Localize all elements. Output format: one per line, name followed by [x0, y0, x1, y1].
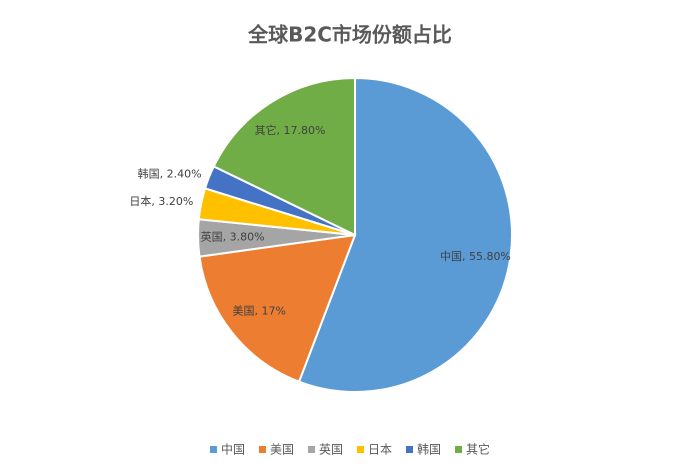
legend-label: 英国: [319, 443, 343, 457]
legend: 中国 美国 英国 日本 韩国 其它: [209, 442, 490, 457]
data-label: 英国, 3.80%: [201, 229, 265, 243]
data-label: 中国, 55.80%: [440, 250, 511, 263]
legend-label: 其它: [466, 442, 490, 457]
legend-label: 韩国: [417, 442, 441, 457]
legend-swatch: [258, 446, 266, 453]
legend-label: 中国: [221, 442, 245, 457]
legend-swatch: [357, 446, 364, 453]
legend-swatch: [307, 446, 315, 453]
data-label: 美国, 17%: [232, 304, 285, 317]
legend-swatch: [209, 446, 217, 453]
legend-label: 日本: [368, 443, 392, 457]
legend-label: 美国: [270, 443, 294, 457]
legend-swatch: [406, 446, 414, 453]
pie-slice: [198, 233, 357, 383]
chart-title: 全球B2C市场份额占比: [247, 23, 452, 47]
legend-swatch: [455, 446, 463, 453]
data-label: 日本, 3.20%: [129, 194, 193, 208]
data-label: 韩国, 2.40%: [138, 166, 202, 180]
data-label: 其它, 17.80%: [255, 123, 326, 137]
pie-slice: [212, 76, 356, 237]
pie-slice: [297, 76, 513, 393]
